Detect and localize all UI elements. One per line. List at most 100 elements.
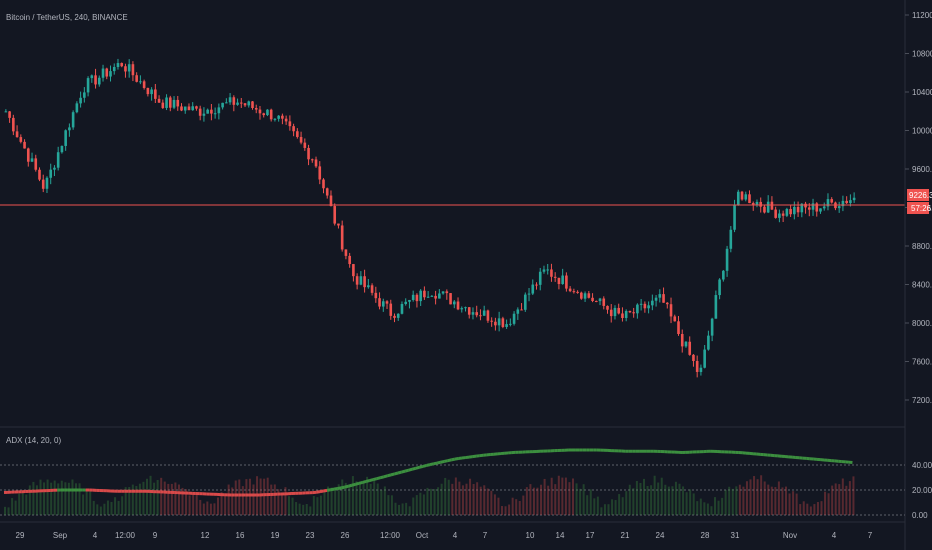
candle xyxy=(296,128,299,139)
candle xyxy=(643,301,647,313)
adx-histogram-bar xyxy=(209,503,212,515)
candle xyxy=(479,309,482,321)
adx-histogram-bar xyxy=(415,495,418,515)
candle xyxy=(505,319,508,329)
candle xyxy=(703,345,706,369)
candle xyxy=(673,314,677,322)
candle xyxy=(135,72,138,83)
adx-histogram-bar xyxy=(685,492,688,515)
adx-histogram-bar xyxy=(316,497,319,515)
adx-histogram-bar xyxy=(231,487,234,515)
adx-histogram-bar xyxy=(763,481,766,515)
candle xyxy=(793,201,796,220)
candle xyxy=(830,197,834,204)
candle xyxy=(30,152,34,162)
adx-histogram-bar xyxy=(174,482,177,515)
candle xyxy=(337,223,340,229)
candle xyxy=(669,297,673,324)
adx-line-segment xyxy=(355,481,360,486)
time-tick-label: 17 xyxy=(586,531,595,540)
candle xyxy=(232,95,236,112)
candle xyxy=(845,196,848,205)
adx-line-segment xyxy=(436,460,441,465)
adx-histogram-bar xyxy=(486,488,489,515)
adx-histogram-bar xyxy=(692,493,695,515)
adx-histogram-bar xyxy=(721,497,724,515)
adx-histogram-bar xyxy=(493,494,496,515)
price-tick-label: 9600.00 xyxy=(912,165,932,174)
adx-histogram-bar xyxy=(660,477,663,515)
candle xyxy=(310,158,314,163)
candle xyxy=(774,206,777,219)
candle xyxy=(8,110,11,123)
adx-histogram-bar xyxy=(138,483,141,515)
time-tick-label: Sep xyxy=(53,531,68,540)
adx-histogram-bar xyxy=(344,482,347,515)
adx-line-segment xyxy=(362,480,367,484)
adx-line-segment xyxy=(379,475,385,480)
candle xyxy=(763,205,766,214)
adx-histogram-bar xyxy=(181,487,184,515)
adx-histogram-bar xyxy=(586,495,589,515)
adx-line-segment xyxy=(394,471,399,476)
adx-histogram-bar xyxy=(366,476,369,515)
candle xyxy=(34,154,38,172)
adx-histogram-bar xyxy=(614,500,617,515)
adx-histogram-bar xyxy=(213,503,216,515)
candle xyxy=(815,202,819,217)
adx-histogram-bar xyxy=(220,492,223,515)
adx-line-segment xyxy=(319,489,324,494)
adx-histogram-bar xyxy=(682,486,685,515)
candle xyxy=(826,193,830,211)
candle xyxy=(303,138,307,151)
adx-histogram-bar xyxy=(266,477,269,515)
adx-histogram-bar xyxy=(128,486,131,515)
candle xyxy=(516,307,520,320)
adx-histogram-bar xyxy=(355,481,358,515)
adx-line-segment xyxy=(426,463,431,467)
candle xyxy=(221,102,224,110)
candle xyxy=(60,145,64,154)
adx-histogram-bar xyxy=(561,477,564,515)
adx-axis[interactable]: 40.00 20.00 0.00 xyxy=(912,461,932,520)
candle xyxy=(796,201,800,217)
candle xyxy=(94,68,97,89)
adx-histogram-bar xyxy=(657,482,660,515)
indicator-title[interactable]: ADX (14, 20, 0) xyxy=(6,436,61,445)
adx-histogram-bar xyxy=(554,484,557,515)
candle xyxy=(352,263,355,282)
adx-histogram-bar xyxy=(82,494,85,515)
candle xyxy=(75,101,79,114)
adx-histogram-bar xyxy=(543,478,546,515)
candle xyxy=(804,201,807,214)
candle xyxy=(490,317,493,327)
candle xyxy=(841,195,845,212)
adx-histogram-bar xyxy=(7,507,10,515)
candle xyxy=(736,189,740,206)
adx-histogram-bar xyxy=(430,488,432,515)
adx-histogram-bar xyxy=(650,485,653,515)
candle xyxy=(546,264,550,275)
candle xyxy=(557,277,561,290)
candle xyxy=(411,290,415,302)
adx-histogram-bar xyxy=(504,506,507,515)
candle xyxy=(273,118,277,122)
time-axis[interactable]: 29 Sep 4 12:00 9 12 16 19 23 26 12:00 Oct 4 7 10 14 17 21… xyxy=(16,531,873,540)
candle xyxy=(19,134,23,144)
candle xyxy=(23,139,26,149)
candle xyxy=(512,311,516,326)
adx-histogram-bar xyxy=(451,483,454,515)
adx-histogram-bar xyxy=(78,483,81,515)
adx-histogram-bar xyxy=(579,488,582,515)
candle xyxy=(766,195,770,214)
candle xyxy=(139,75,142,85)
time-tick-label: 12:00 xyxy=(115,531,136,540)
candle xyxy=(314,156,318,168)
adx-histogram-bar xyxy=(802,501,805,515)
candle xyxy=(781,210,785,223)
candle xyxy=(714,290,718,319)
adx-histogram-bar xyxy=(177,484,180,515)
adx-line-segment xyxy=(369,478,374,482)
adx-histogram-bar xyxy=(728,486,731,515)
